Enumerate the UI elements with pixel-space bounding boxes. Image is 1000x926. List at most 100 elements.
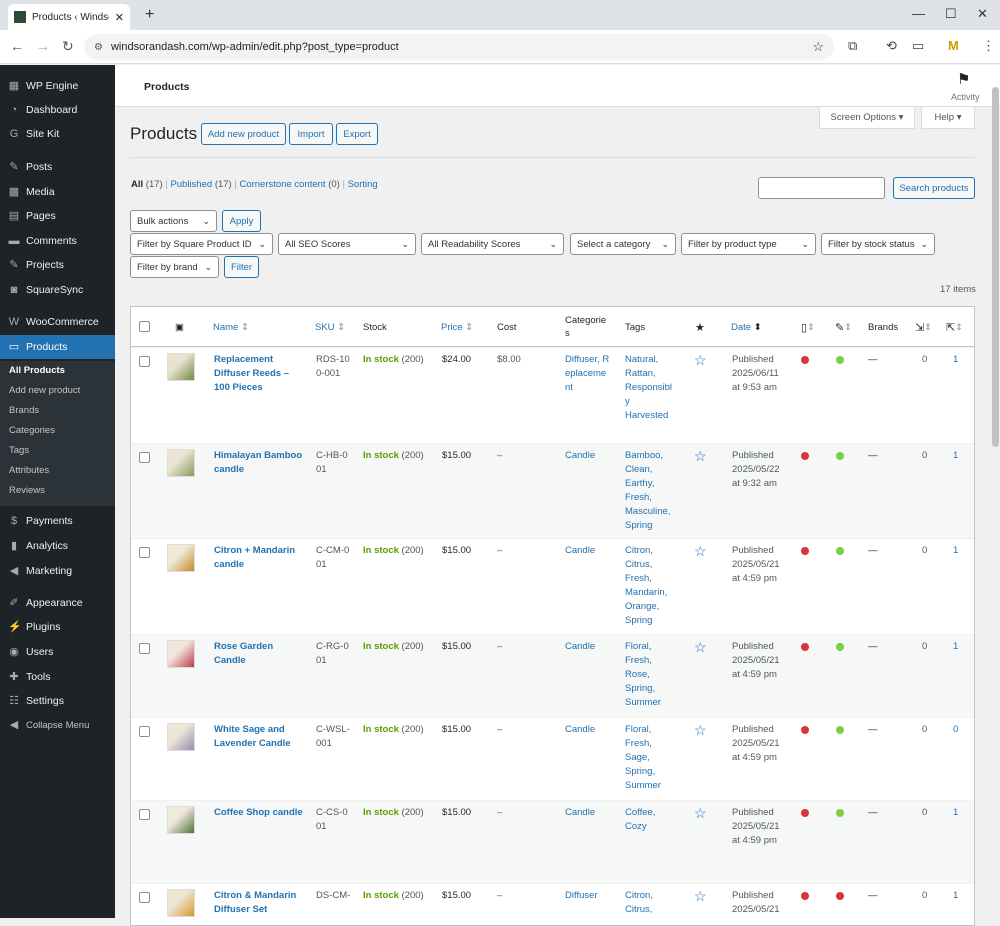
product-tags[interactable]: Floral, Fresh, Sage, Spring, Summer (625, 724, 661, 791)
stock-status-filter[interactable]: Filter by stock status ⌄ (821, 233, 935, 255)
sidebar-item-appearance[interactable]: ✐ Appearance (0, 591, 115, 615)
scrollbar-thumb[interactable] (992, 87, 999, 447)
product-categories[interactable]: Diffuser (565, 890, 598, 901)
view-published[interactable]: Published (170, 179, 213, 190)
product-tags[interactable]: Coffee, Cozy (625, 807, 656, 832)
select-all-checkbox[interactable] (139, 321, 150, 332)
featured-star-icon[interactable]: ☆ (694, 639, 707, 655)
submenu-all-products[interactable]: All Products (9, 365, 65, 376)
flag-icon[interactable]: ⚑ (957, 71, 971, 88)
forward-icon[interactable]: → (36, 38, 50, 54)
outgoing-links-count[interactable]: 1 (953, 545, 959, 556)
add-new-product-button[interactable]: Add new product (201, 123, 286, 145)
sidebar-item-media[interactable]: ▩ Media (0, 180, 115, 204)
screen-options-button[interactable]: Screen Options ▾ (819, 107, 915, 129)
row-checkbox[interactable] (139, 547, 150, 558)
featured-star-icon[interactable]: ☆ (694, 543, 707, 559)
sidebar-item-posts[interactable]: ✎ Posts (0, 155, 115, 179)
tab-close-icon[interactable]: ✕ (114, 11, 124, 24)
readability-filter[interactable]: All Readability Scores ⌄ (421, 233, 564, 255)
table-row[interactable]: Citron + Mandarin candle C-CM-001 In stock… (131, 538, 974, 634)
submenu-reviews[interactable]: Reviews (9, 485, 45, 496)
sidebar-item-marketing[interactable]: ◀ Marketing (0, 559, 115, 583)
seo-score-icon[interactable]: ▯ ⇕ (801, 321, 815, 334)
table-row[interactable]: Citron & Mandarin Diffuser Set DS-CM- In s… (131, 883, 974, 925)
product-name-link[interactable]: White Sage and Lavender Candle (214, 724, 291, 749)
outgoing-links-count[interactable]: 1 (953, 890, 959, 901)
row-checkbox[interactable] (139, 726, 150, 737)
view-all[interactable]: All (131, 179, 144, 190)
featured-star-icon[interactable]: ☆ (694, 805, 707, 821)
outgoing-links-icon[interactable]: ⇱ ⇕ (946, 321, 963, 334)
extensions-icon[interactable]: ⧉ (848, 38, 858, 53)
featured-star-icon[interactable]: ☆ (694, 448, 707, 464)
featured-star-icon[interactable]: ☆ (694, 888, 707, 904)
seo-score-filter[interactable]: All SEO Scores ⌄ (278, 233, 416, 255)
sidebar-item-analytics[interactable]: ▮ Analytics (0, 534, 115, 558)
product-tags[interactable]: Bamboo, Clean, Earthy, Fresh, Masculine,… (625, 450, 671, 531)
product-thumbnail[interactable] (167, 723, 195, 751)
product-name-link[interactable]: Replacement Diffuser Reeds – 100 Pieces (214, 354, 289, 393)
outgoing-links-count[interactable]: 1 (953, 641, 959, 652)
product-type-filter[interactable]: Filter by product type ⌄ (681, 233, 816, 255)
sidebar-item-squaresync[interactable]: ◙ SquareSync (0, 278, 115, 302)
product-thumbnail[interactable] (167, 353, 195, 381)
product-thumbnail[interactable] (167, 640, 195, 668)
history-icon[interactable]: ⟲ (886, 38, 897, 53)
submenu-attributes[interactable]: Attributes (9, 465, 50, 476)
new-tab-icon[interactable]: + (145, 6, 155, 23)
product-categories[interactable]: Candle (565, 450, 596, 461)
outgoing-links-count[interactable]: 1 (953, 450, 959, 461)
product-categories[interactable]: Candle (565, 641, 596, 652)
chrome-menu-icon[interactable]: ⋮ (982, 38, 995, 53)
sidebar-item-users[interactable]: ◉ Users (0, 640, 115, 664)
product-thumbnail[interactable] (167, 806, 195, 834)
bookmark-star-icon[interactable]: ☆ (812, 39, 824, 54)
sidebar-item-tools[interactable]: ✚ Tools (0, 665, 115, 689)
product-tags[interactable]: Natural, Rattan, Responsibly Harvested (625, 354, 672, 421)
featured-star-icon[interactable]: ☆ (694, 352, 707, 368)
submenu-tags[interactable]: Tags (9, 445, 30, 456)
column-sku[interactable]: SKU ⇕ (315, 321, 346, 333)
product-name-link[interactable]: Citron + Mandarin candle (214, 545, 296, 570)
featured-star-icon[interactable]: ☆ (694, 722, 707, 738)
row-checkbox[interactable] (139, 643, 150, 654)
export-button[interactable]: Export (336, 123, 378, 145)
column-price[interactable]: Price ⇕ (441, 321, 474, 333)
sidebar-item-projects[interactable]: ✎ Projects (0, 253, 115, 277)
cast-icon[interactable]: ▭ (912, 38, 925, 53)
sidebar-item-site-kit[interactable]: G Site Kit (0, 122, 115, 146)
sidebar-item-settings[interactable]: ☷ Settings (0, 689, 115, 713)
browser-tab[interactable]: Products ‹ Windso ✕ (8, 4, 130, 30)
view-cornerstone[interactable]: Cornerstone content (239, 179, 326, 190)
profile-extension-icon[interactable]: M (948, 38, 959, 53)
help-button[interactable]: Help ▾ (921, 107, 975, 129)
square-id-filter[interactable]: Filter by Square Product ID ⌄ (130, 233, 273, 255)
reload-icon[interactable]: ↻ (62, 38, 74, 54)
activity-label[interactable]: Activity (951, 92, 980, 102)
readability-icon[interactable]: ✎ ⇕ (835, 321, 852, 334)
product-name-link[interactable]: Rose Garden Candle (214, 641, 274, 666)
submenu-add-new-product[interactable]: Add new product (9, 385, 81, 396)
sidebar-item-comments[interactable]: ▬ Comments (0, 229, 115, 253)
category-filter[interactable]: Select a category ⌄ (570, 233, 676, 255)
product-thumbnail[interactable] (167, 544, 195, 572)
table-row[interactable]: White Sage and Lavender Candle C-WSL-001 I… (131, 717, 974, 800)
back-icon[interactable]: ← (10, 38, 24, 54)
table-row[interactable]: Himalayan Bamboo candle C-HB-001 In stock … (131, 443, 974, 538)
product-name-link[interactable]: Coffee Shop candle (214, 807, 303, 818)
incoming-links-icon[interactable]: ⇲ ⇕ (915, 321, 932, 334)
outgoing-links-count[interactable]: 1 (953, 807, 959, 818)
row-checkbox[interactable] (139, 892, 150, 903)
maximize-icon[interactable]: ☐ (945, 6, 957, 21)
filter-button[interactable]: Filter (224, 256, 259, 278)
sidebar-item-collapse-menu[interactable]: ◀ Collapse Menu (0, 713, 115, 737)
row-checkbox[interactable] (139, 356, 150, 367)
sidebar-item-plugins[interactable]: ⚡ Plugins (0, 615, 115, 639)
submenu-brands[interactable]: Brands (9, 405, 40, 416)
product-tags[interactable]: Floral, Fresh, Rose, Spring, Summer (625, 641, 661, 708)
apply-button[interactable]: Apply (222, 210, 261, 232)
search-input[interactable] (758, 177, 885, 199)
product-thumbnail[interactable] (167, 889, 195, 917)
sidebar-item-payments[interactable]: $ Payments (0, 509, 115, 533)
